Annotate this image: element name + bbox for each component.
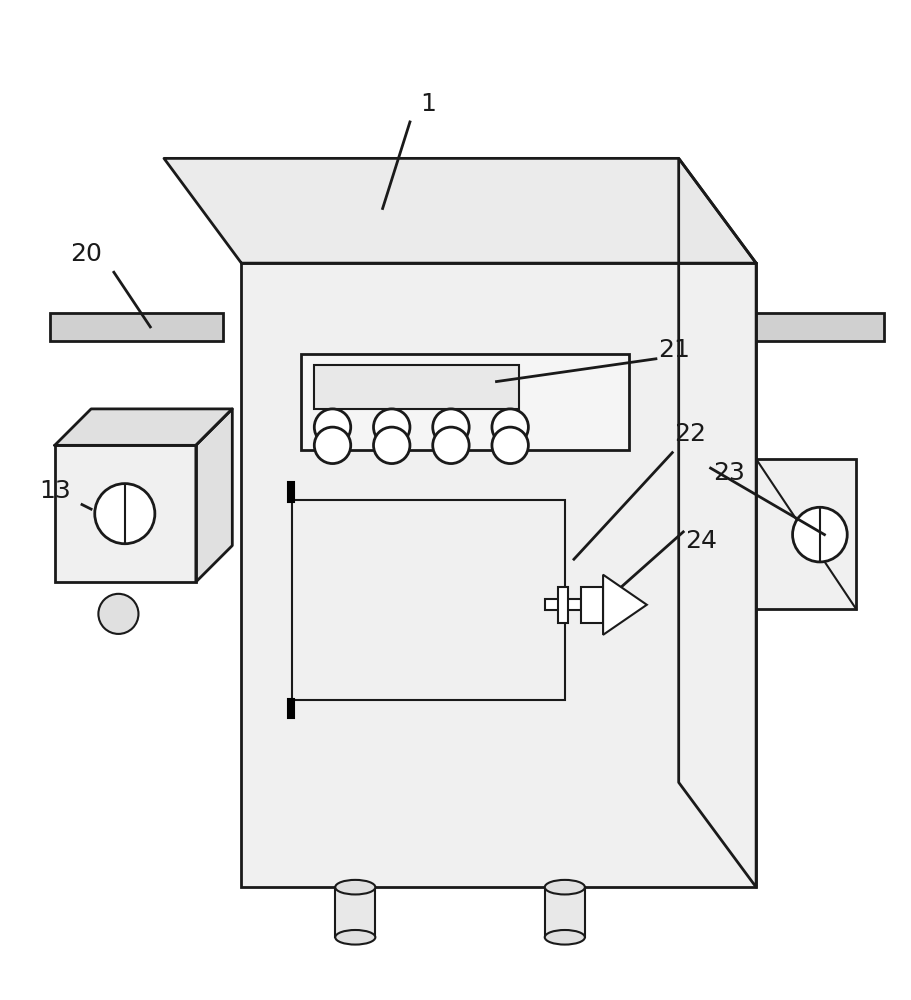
Circle shape <box>314 427 351 464</box>
Bar <box>50 313 223 341</box>
Text: 23: 23 <box>713 461 744 485</box>
Circle shape <box>95 484 155 544</box>
Circle shape <box>433 409 469 445</box>
Polygon shape <box>55 409 232 445</box>
Circle shape <box>374 409 410 445</box>
Text: 24: 24 <box>685 529 718 553</box>
Bar <box>756 459 856 609</box>
Bar <box>55 445 196 582</box>
Bar <box>335 887 375 937</box>
Ellipse shape <box>335 880 375 894</box>
Text: 21: 21 <box>659 338 690 362</box>
Polygon shape <box>603 575 647 635</box>
Bar <box>241 263 756 887</box>
Bar <box>292 500 565 700</box>
Bar <box>545 887 585 937</box>
Ellipse shape <box>335 930 375 945</box>
Ellipse shape <box>545 930 585 945</box>
Bar <box>288 482 294 502</box>
Text: 20: 20 <box>71 242 102 266</box>
Ellipse shape <box>545 880 585 894</box>
Circle shape <box>314 409 351 445</box>
Circle shape <box>793 507 847 562</box>
Circle shape <box>492 427 528 464</box>
Bar <box>545 599 581 610</box>
Text: 1: 1 <box>420 92 436 116</box>
Polygon shape <box>164 158 756 263</box>
Bar <box>581 587 603 623</box>
Text: 13: 13 <box>39 479 70 503</box>
Bar <box>558 587 568 623</box>
Circle shape <box>433 427 469 464</box>
Bar <box>756 313 884 341</box>
Circle shape <box>492 409 528 445</box>
Bar <box>301 354 629 450</box>
Text: 22: 22 <box>674 422 707 446</box>
Bar <box>314 365 519 409</box>
Bar <box>288 699 294 718</box>
Polygon shape <box>679 158 756 887</box>
Circle shape <box>98 594 138 634</box>
Polygon shape <box>196 409 232 582</box>
Circle shape <box>374 427 410 464</box>
